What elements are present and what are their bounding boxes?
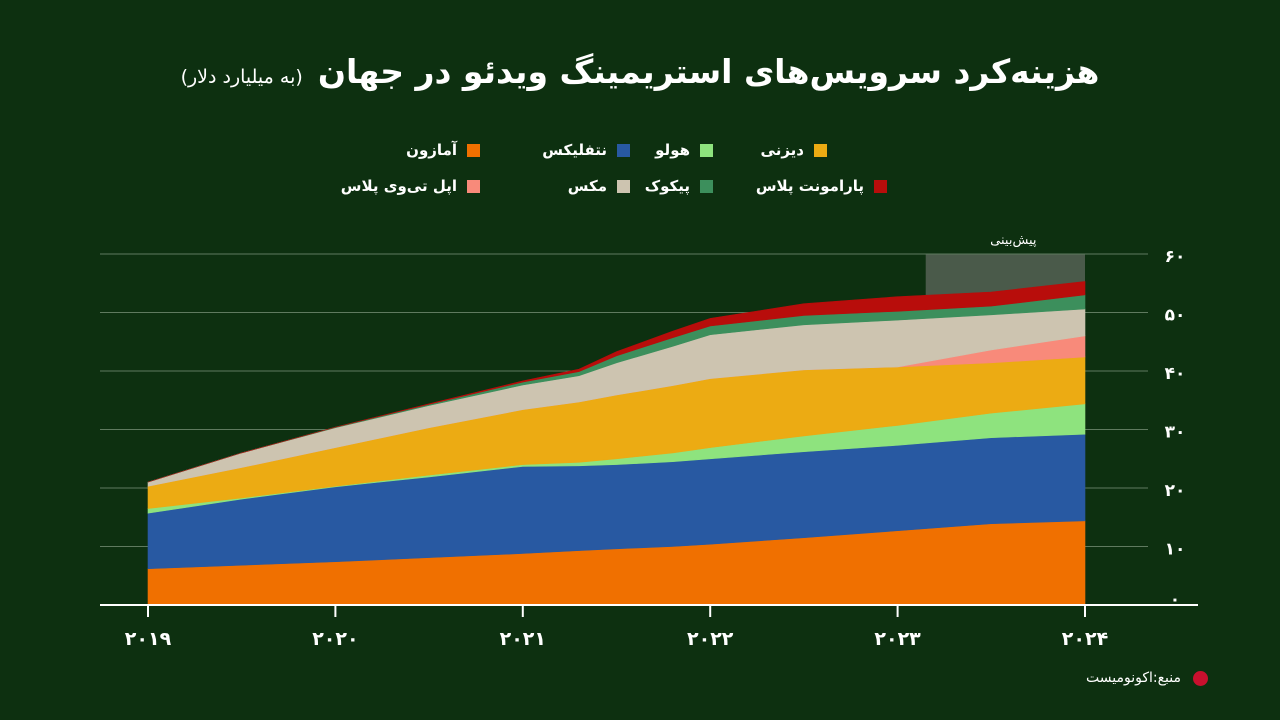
y-tick-label: ۵۰	[1165, 306, 1186, 326]
legend-label: پیکوک	[644, 177, 690, 195]
legend-swatch	[467, 143, 480, 157]
x-tick-label: ۲۰۲۲	[687, 628, 734, 650]
y-tick-label: ۳۰	[1165, 423, 1186, 443]
legend-label: دیزنی	[760, 141, 804, 159]
chart-title: هزینه‌کرد سرویس‌های استریمینگ ویدئو در ج…	[0, 52, 1280, 91]
legend-item-hulu: هولو	[533, 140, 713, 160]
y-tick-label: ۱۰	[1165, 540, 1186, 560]
legend-label: اپل تی‌وی پلاس	[340, 177, 457, 195]
legend-item-disney: دیزنی	[647, 140, 827, 160]
y-tick-label: ۶۰	[1165, 247, 1186, 267]
area-series	[147, 281, 1086, 483]
legend-swatch	[814, 143, 827, 157]
x-tick-label: ۲۰۱۹	[125, 628, 172, 650]
y-tick-label: ۲۰	[1165, 481, 1186, 501]
legend-label: هولو	[655, 141, 690, 159]
legend-item-peacock: پیکوک	[533, 176, 713, 196]
title-unit: (به میلیارد دلار)	[180, 66, 303, 88]
source-note: منبع:اکونومیست	[1086, 670, 1208, 686]
legend-item-amazon: آمازون	[300, 140, 480, 160]
legend-swatch	[874, 179, 887, 193]
legend-label: نتفلیکس	[542, 141, 607, 159]
title-main: هزینه‌کرد سرویس‌های استریمینگ ویدئو در ج…	[317, 52, 1100, 91]
source-dot-icon	[1193, 670, 1208, 686]
y-tick-label: ۴۰	[1165, 364, 1186, 384]
legend-swatch	[617, 143, 630, 157]
y-tick-label: ۰	[1170, 590, 1180, 610]
x-tick-label: ۲۰۲۱	[500, 628, 546, 650]
forecast-label: پیش‌بینی	[990, 233, 1037, 248]
legend-swatch	[617, 179, 630, 193]
legend-item-netflix: نتفلیکس	[450, 140, 630, 160]
legend-swatch	[700, 179, 713, 193]
x-tick-label: ۲۰۲۴	[1062, 628, 1108, 650]
source-text: منبع:اکونومیست	[1086, 670, 1181, 686]
legend-item-apple-tv-plus: اپل تی‌وی پلاس	[300, 176, 480, 196]
x-tick-label: ۲۰۲۳	[874, 628, 921, 650]
legend-swatch	[467, 179, 480, 193]
legend-item-max: مکس	[450, 176, 630, 196]
legend-item-paramount-plus: پارامونت پلاس	[707, 176, 887, 196]
legend-label: پارامونت پلاس	[755, 177, 864, 195]
legend-label: آمازون	[406, 141, 457, 159]
legend-swatch	[700, 143, 713, 157]
legend-label: مکس	[567, 177, 607, 195]
x-tick-label: ۲۰۲۰	[312, 628, 358, 650]
